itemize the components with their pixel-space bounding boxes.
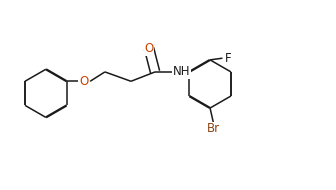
Text: O: O bbox=[80, 75, 89, 88]
Text: O: O bbox=[144, 42, 154, 55]
Text: Br: Br bbox=[207, 122, 220, 135]
Text: F: F bbox=[225, 52, 232, 65]
Text: NH: NH bbox=[173, 65, 191, 78]
